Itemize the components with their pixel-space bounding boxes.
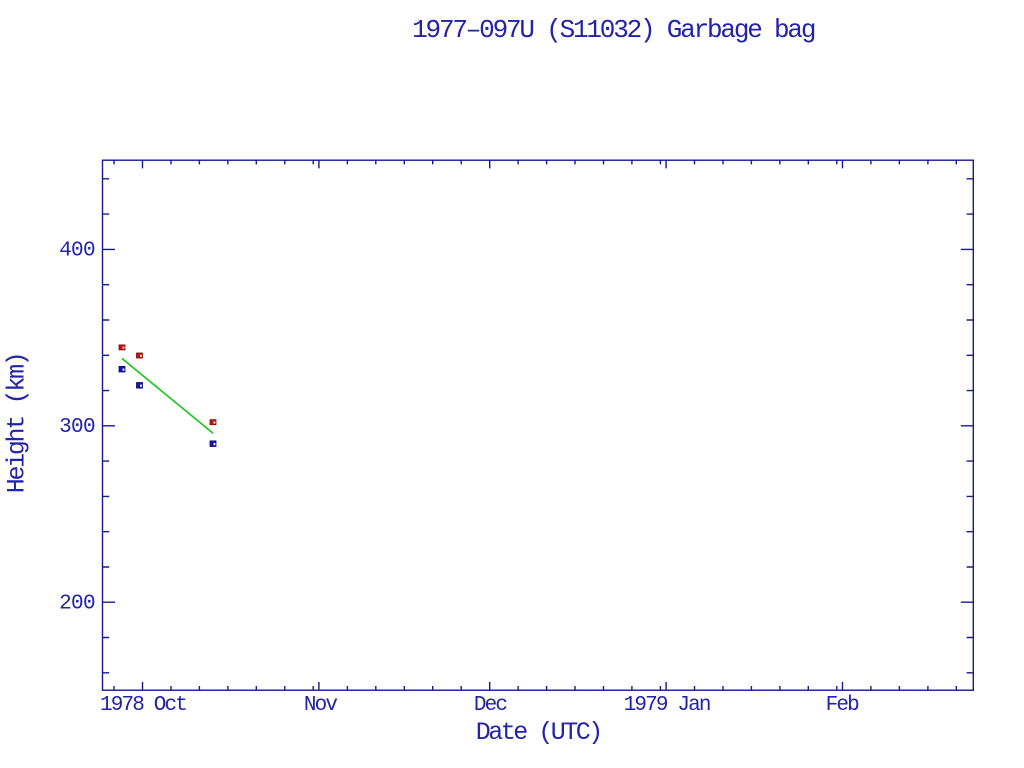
svg-text:300: 300 — [59, 416, 95, 439]
svg-text:1979 Jan: 1979 Jan — [624, 694, 710, 717]
svg-text:1978 Oct: 1978 Oct — [100, 694, 186, 717]
svg-text:Nov: Nov — [304, 694, 338, 717]
svg-text:Height (km): Height (km) — [2, 354, 31, 494]
svg-text:Dec: Dec — [474, 694, 508, 717]
svg-text:400: 400 — [59, 240, 95, 263]
svg-text:Feb: Feb — [826, 694, 860, 717]
svg-text:Date (UTC): Date (UTC) — [476, 718, 601, 747]
svg-text:1977–097U (S11032) Garbage bag: 1977–097U (S11032) Garbage bag — [412, 15, 815, 45]
svg-text:200: 200 — [59, 593, 95, 616]
